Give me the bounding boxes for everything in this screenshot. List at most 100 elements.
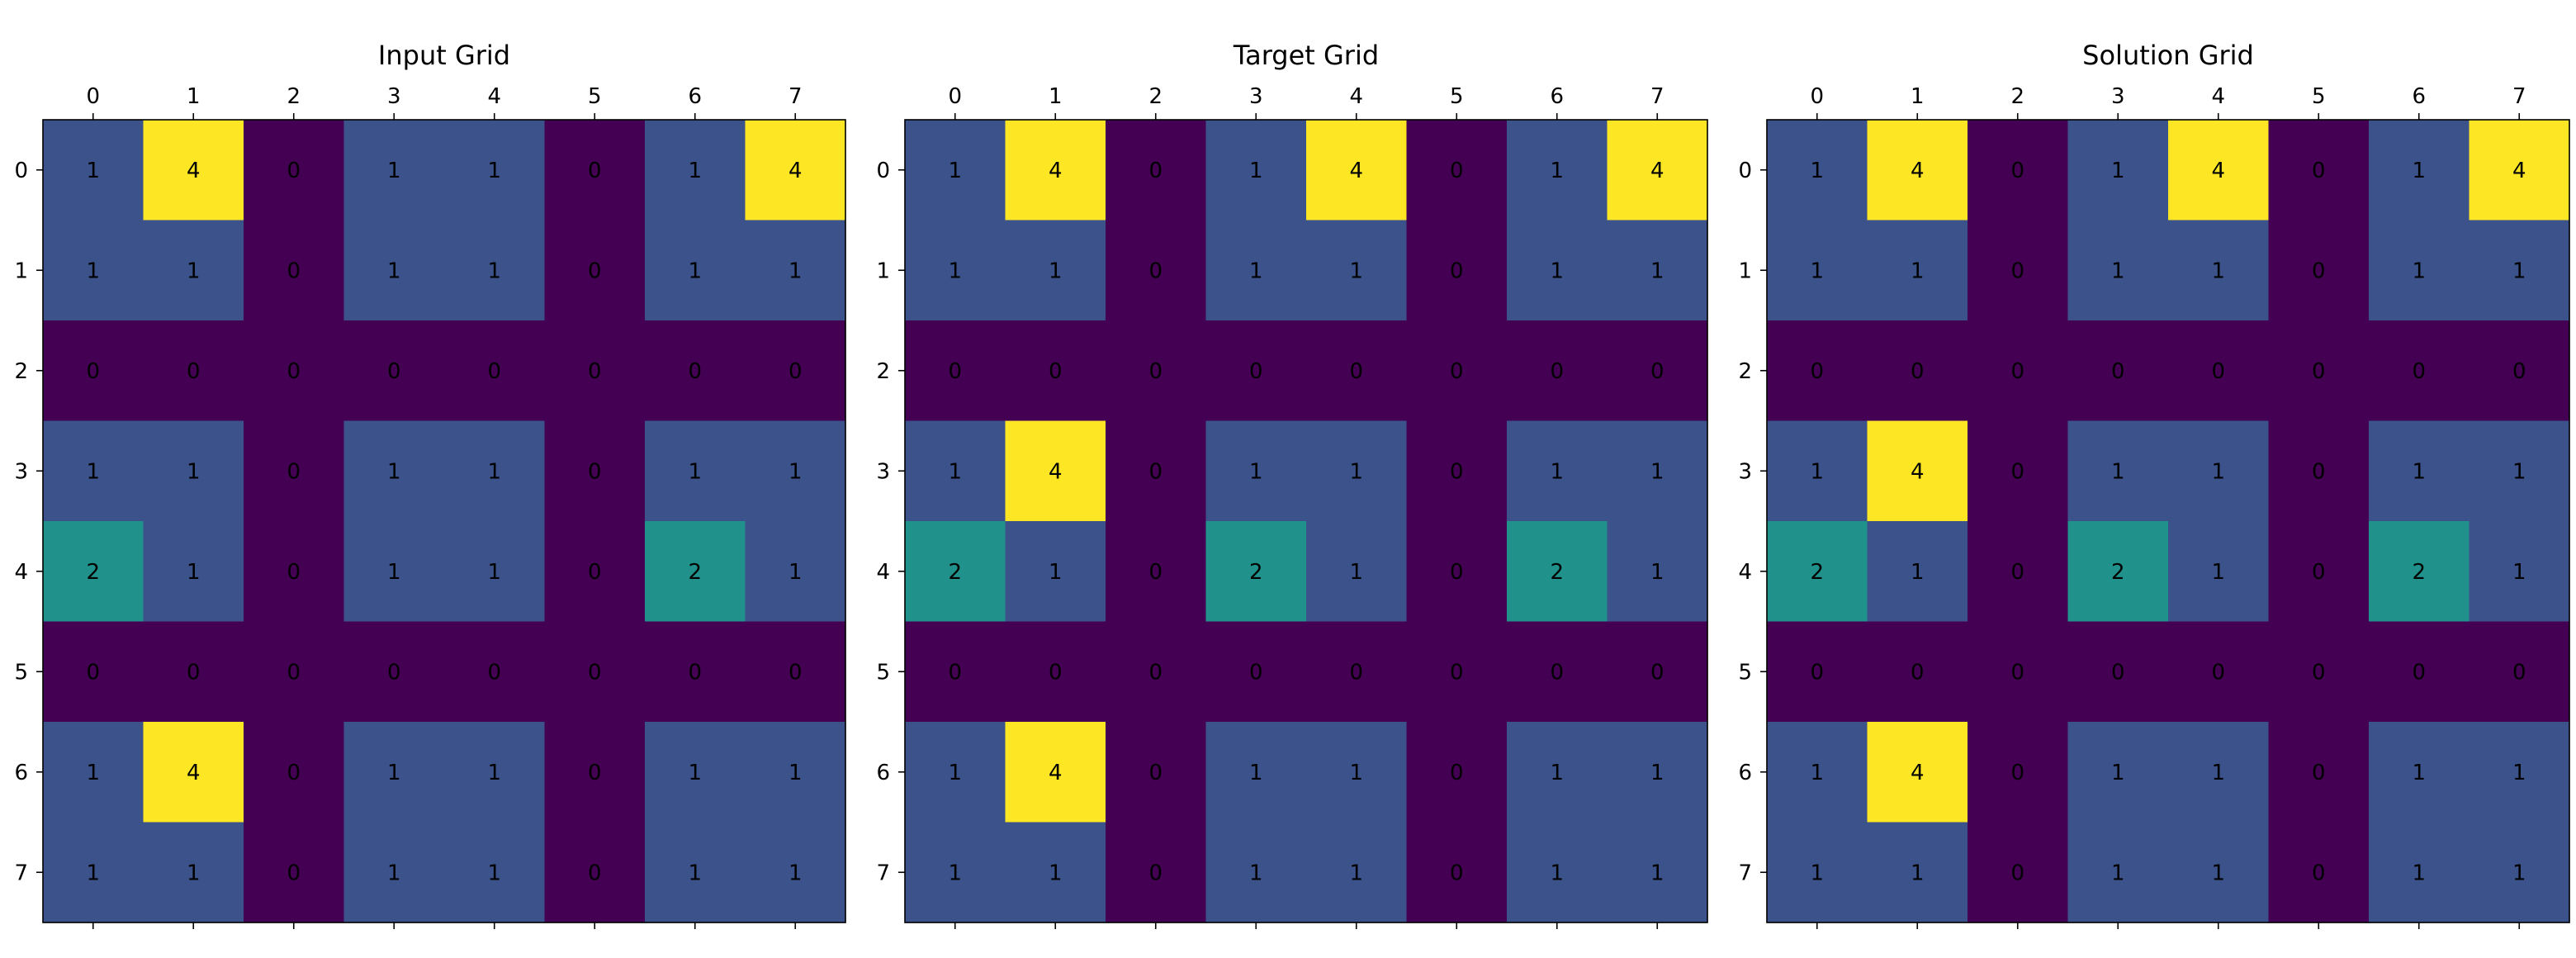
- cell-value-label: 1: [2512, 258, 2526, 283]
- heatmap-cell: [2469, 320, 2570, 422]
- cell-value-label: 1: [2211, 560, 2225, 585]
- heatmap-cell: [2067, 420, 2169, 522]
- cell-value-label: 1: [688, 761, 702, 785]
- cell-value-label: 1: [948, 258, 962, 283]
- heatmap-cell: [1306, 320, 1408, 422]
- heatmap-cell: [43, 120, 144, 221]
- heatmap-cell: [2268, 621, 2370, 723]
- x-tick-label: 1: [187, 84, 201, 109]
- heatmap-cell: [1968, 521, 2069, 623]
- heatmap-cell: [143, 621, 244, 723]
- heatmap-cell: [1867, 320, 1968, 422]
- heatmap-cell: [745, 822, 846, 923]
- cell-value-label: 0: [2010, 761, 2024, 785]
- cell-value-label: 0: [286, 258, 301, 283]
- cell-value-label: 0: [788, 359, 803, 384]
- y-tick-label: 4: [14, 560, 28, 585]
- cell-value-label: 1: [187, 459, 201, 484]
- heatmap-cell: [2469, 822, 2570, 923]
- cell-value-label: 1: [387, 761, 401, 785]
- cell-value-label: 4: [1650, 159, 1664, 183]
- y-tick-label: 1: [14, 258, 28, 283]
- cell-value-label: 1: [1650, 761, 1664, 785]
- heatmap-cell: [1607, 120, 1708, 221]
- cell-value-label: 1: [1550, 861, 1564, 885]
- cell-value-label: 0: [286, 359, 301, 384]
- heatmap-cell: [1968, 621, 2069, 723]
- heatmap-cell: [544, 120, 646, 221]
- panel-target-grid: Target Grid 1 4 0 1 4 0 1 4 1 1 0 1 1 0 1 1 0 0 0 0 0 0 0 0 1 4 0 1…: [876, 40, 1708, 929]
- y-tick-label: 3: [14, 459, 28, 484]
- x-tick-label: 2: [1148, 84, 1163, 109]
- cell-value-label: 1: [788, 459, 803, 484]
- heatmap-cell: [1406, 521, 1508, 623]
- heatmap-cell: [745, 722, 846, 823]
- cell-value-label: 1: [2111, 258, 2125, 283]
- cell-value-label: 1: [1650, 258, 1664, 283]
- cell-value-label: 0: [2312, 159, 2326, 183]
- panel-title: Solution Grid: [2082, 40, 2254, 71]
- heatmap-cell: [905, 120, 1006, 221]
- cell-value-label: 1: [187, 258, 201, 283]
- heatmap-cell: [1205, 320, 1307, 422]
- heatmap-cell: [1406, 120, 1508, 221]
- heatmap-cell: [2067, 120, 2169, 221]
- y-tick-label: 7: [14, 861, 28, 885]
- heatmap-cell: [1106, 722, 1207, 823]
- heatmap-cell: [1507, 521, 1608, 623]
- cell-value-label: 0: [1450, 459, 1464, 484]
- y-tick-label: 6: [14, 761, 28, 785]
- heatmap-cell: [1106, 120, 1207, 221]
- cell-value-label: 0: [86, 660, 100, 685]
- cell-value-label: 1: [2412, 761, 2426, 785]
- cell-value-label: 0: [1148, 660, 1163, 685]
- heatmap-cell: [2168, 320, 2270, 422]
- cell-value-label: 1: [1810, 861, 1824, 885]
- cell-value-label: 0: [588, 359, 602, 384]
- cell-value-label: 0: [487, 359, 501, 384]
- cell-value-label: 1: [1049, 560, 1063, 585]
- cell-value-label: 1: [2211, 258, 2225, 283]
- cell-value-label: 0: [1249, 359, 1263, 384]
- y-tick-label: 7: [876, 861, 890, 885]
- x-tick-label: 3: [2111, 84, 2125, 109]
- cell-value-label: 0: [1450, 159, 1464, 183]
- heatmap-cell: [343, 220, 445, 321]
- cell-value-label: 1: [387, 159, 401, 183]
- cell-value-label: 0: [286, 861, 301, 885]
- cell-value-label: 1: [788, 861, 803, 885]
- heatmap-cell: [544, 722, 646, 823]
- heatmap-cell: [544, 822, 646, 923]
- cell-value-label: 0: [1550, 359, 1564, 384]
- heatmap-cell: [1205, 120, 1307, 221]
- heatmap-cell: [244, 220, 345, 321]
- cell-value-label: 1: [1550, 258, 1564, 283]
- cell-value-label: 1: [1810, 459, 1824, 484]
- cell-value-label: 1: [387, 258, 401, 283]
- cell-value-label: 1: [948, 861, 962, 885]
- heatmap-cell: [2369, 420, 2470, 522]
- heatmap-cell: [1406, 220, 1508, 321]
- cell-value-label: 0: [1148, 560, 1163, 585]
- heatmap-cell: [444, 822, 546, 923]
- cell-value-label: 1: [788, 258, 803, 283]
- heatmap-cell: [2067, 621, 2169, 723]
- cell-value-label: 2: [1810, 560, 1824, 585]
- heatmap-cell: [905, 320, 1006, 422]
- heatmap-cell: [1507, 220, 1608, 321]
- cell-value-label: 1: [1650, 861, 1664, 885]
- cell-value-label: 0: [2010, 861, 2024, 885]
- x-tick-label: 2: [286, 84, 301, 109]
- cell-value-label: 0: [688, 660, 702, 685]
- cell-value-label: 0: [588, 159, 602, 183]
- axes-frame: [1766, 119, 2570, 923]
- cell-value-label: 0: [1650, 359, 1664, 384]
- heatmap-cell: [2268, 722, 2370, 823]
- heatmap-cell: [1607, 220, 1708, 321]
- cell-value-label: 1: [1650, 560, 1664, 585]
- cell-value-label: 0: [1911, 359, 1925, 384]
- heatmap-cell: [2369, 220, 2470, 321]
- heatmap-cell: [1767, 220, 1868, 321]
- heatmap-cell: [43, 320, 144, 422]
- heatmap-cell: [2369, 120, 2470, 221]
